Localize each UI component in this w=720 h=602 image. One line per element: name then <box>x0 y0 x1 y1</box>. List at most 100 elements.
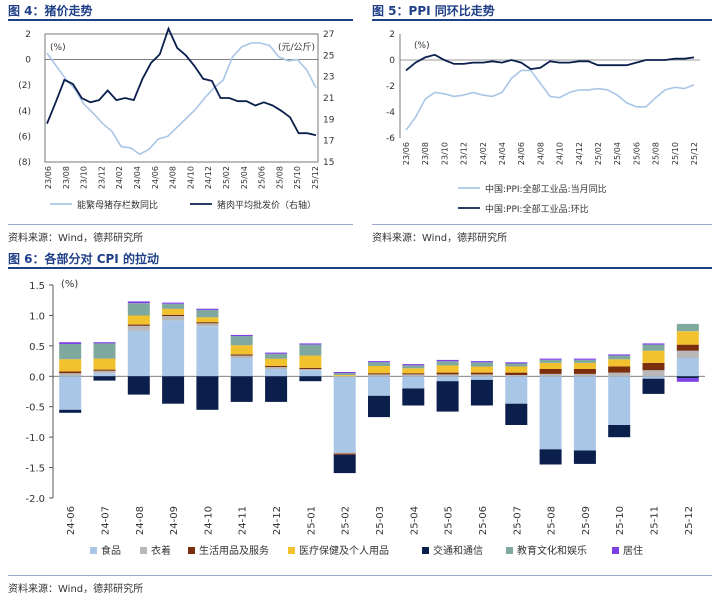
fig6-bar-segment <box>573 369 596 374</box>
fig6-bar-segment <box>470 376 493 380</box>
fig6-legend-swatch <box>506 547 513 554</box>
fig6-bar-segment <box>676 376 699 379</box>
fig6-x-tick-label: 24-08 <box>135 506 146 535</box>
fig4-x-tick-label: 23/10 <box>80 166 89 189</box>
fig6-bar-segment <box>505 376 528 404</box>
fig6-bar-segment <box>127 325 150 331</box>
fig6-legend-swatch <box>188 547 195 554</box>
fig6-bar-segment <box>608 359 631 367</box>
fig6-bar-segment <box>676 323 699 332</box>
fig4-x-tick-label: 24/04 <box>133 166 142 189</box>
fig6-bar-segment <box>59 373 82 377</box>
fig6-bar-segment <box>59 342 82 344</box>
fig6-legend-label: 生活用品及服务 <box>199 544 269 557</box>
fig6-unit: (%) <box>61 279 78 290</box>
fig6-bar-segment <box>539 358 562 360</box>
fig6-bar-segment <box>93 358 116 370</box>
fig5-x-tick-label: 25/02 <box>594 142 603 165</box>
fig6-bar-segment <box>265 376 288 402</box>
fig6-bar-segment <box>59 409 82 413</box>
fig6-bar-segment <box>505 403 528 425</box>
fig6-bar-segment <box>196 317 219 323</box>
fig6-bar-segment <box>299 344 322 356</box>
fig6-legend-label: 食品 <box>101 544 121 557</box>
fig6-bar-segment <box>162 316 185 321</box>
fig6-bar-segment <box>127 330 150 377</box>
fig6-bar-segment <box>59 376 82 410</box>
fig4-left-tick-label: (4) <box>18 107 31 117</box>
fig6-bar-segment <box>436 376 459 382</box>
fig6-bar-segment <box>162 314 185 316</box>
fig6-legend-swatch <box>140 547 147 554</box>
fig4-right-tick-label: 17 <box>323 137 334 147</box>
fig4-x-tick-label: 23/12 <box>97 166 106 189</box>
fig6-bar-segment <box>470 366 493 373</box>
fig6-bar-segment <box>676 358 699 377</box>
fig5-x-tick-label: 23/08 <box>421 142 430 165</box>
fig6-bar-segment <box>196 376 219 410</box>
fig4-right-unit: (元/公斤) <box>278 42 315 53</box>
fig4-left-tick-label: (6) <box>18 132 31 142</box>
fig6-bar-segment <box>265 352 288 354</box>
fig6-bar-segment <box>539 373 562 377</box>
figure4-source: 资料来源：Wind，德邦研究所 <box>8 233 144 244</box>
fig6-bar-segment <box>162 376 185 404</box>
fig6-bar-segment <box>93 370 116 374</box>
fig6-bar-segment <box>573 358 596 360</box>
fig4-series-line <box>46 26 317 137</box>
fig6-bar-segment <box>539 449 562 465</box>
fig6-bar-segment <box>608 376 631 425</box>
fig6-bar-segment <box>230 376 253 402</box>
fig6-bar-segment <box>333 452 356 454</box>
fig6-bar-segment <box>470 374 493 377</box>
fig6-bar-segment <box>470 379 493 406</box>
fig6-bar-segment <box>59 344 82 360</box>
fig6-x-tick-label: 25-12 <box>684 506 695 535</box>
fig6-bar-segment <box>59 371 82 374</box>
fig6-bar-segment <box>265 367 288 369</box>
fig6-bar-segment <box>539 359 562 363</box>
fig6-bar-segment <box>265 365 288 368</box>
fig6-bar-segment <box>470 361 493 363</box>
fig6-bar-segment <box>676 331 699 345</box>
fig6-legend-label: 衣着 <box>151 544 171 557</box>
fig6-bar-segment <box>368 365 390 374</box>
figure5-chart: 2 0 -2 -4 -6 (%) 23/06 23/08 23/10 23/12 24/02 24/0… <box>386 30 700 215</box>
fig6-bar-segment <box>299 343 322 345</box>
fig6-bar-segment <box>162 303 185 309</box>
fig6-bar-segment <box>162 302 185 304</box>
fig6-legend-swatch <box>422 547 429 554</box>
fig6-x-tick-label: 25-04 <box>409 506 420 535</box>
fig5-x-tick-label: 23/06 <box>402 142 411 165</box>
fig6-bar-segment <box>299 355 322 368</box>
fig6-bar-segment <box>505 366 528 373</box>
fig4-x-tick-label: 25/04 <box>240 166 249 189</box>
fig6-bar-segment <box>196 308 219 310</box>
fig4-series-line <box>46 42 317 156</box>
fig6-x-tick-label: 24-12 <box>272 506 283 535</box>
fig6-bar-segment <box>676 350 699 358</box>
fig6-x-tick-label: 25-03 <box>375 506 386 535</box>
fig6-bar-segment <box>196 323 219 327</box>
fig6-bar-segment <box>642 344 665 351</box>
fig6-bar-segment <box>230 354 253 356</box>
fig6-bar-segment <box>608 355 631 360</box>
fig6-y-tick-label: 0.5 <box>29 342 45 353</box>
fig6-bar-segment <box>539 376 562 450</box>
figure6-source: 资料来源：Wind，德邦研究所 <box>8 584 144 595</box>
fig6-x-tick-label: 25-01 <box>306 506 317 535</box>
figure4-title: 图 4：猪价走势 <box>8 4 93 18</box>
fig4-x-tick-label: 24/12 <box>204 166 213 189</box>
fig5-x-tick-label: 25/12 <box>690 142 699 165</box>
fig6-bar-segment <box>230 336 253 346</box>
fig5-legend-label: 中国:PPI:全部工业品:环比 <box>485 203 589 215</box>
figure5-title-rule <box>372 19 712 21</box>
fig6-legend-label: 居住 <box>623 544 643 557</box>
fig6-bar-segment <box>333 376 356 453</box>
fig6-bar-segment <box>505 375 528 377</box>
figure5-source: 资料来源：Wind，德邦研究所 <box>372 233 508 244</box>
fig6-x-tick-label: 24-09 <box>169 506 180 535</box>
fig6-bar-segment <box>299 376 322 382</box>
fig4-left-tick-label: 0 <box>25 56 31 66</box>
fig6-bar-segment <box>436 361 459 366</box>
